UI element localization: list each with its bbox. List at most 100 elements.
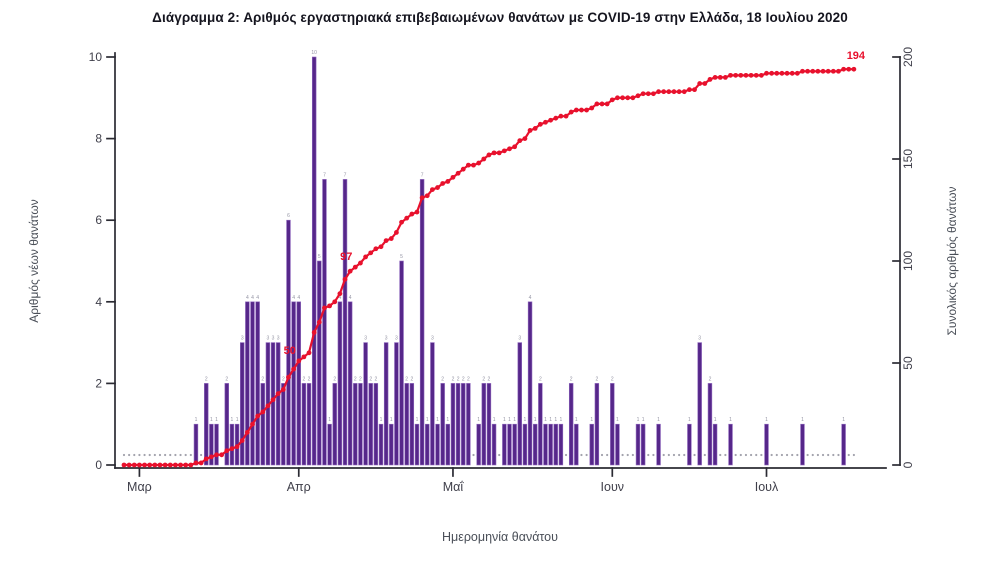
bar-value-label: 1	[765, 417, 768, 423]
bar-value-label: 2	[333, 376, 336, 382]
zero-marker	[770, 453, 773, 457]
cumulative-dot	[553, 115, 559, 121]
zero-marker	[600, 453, 604, 457]
cumulative-dot	[347, 268, 353, 274]
zero-marker	[169, 453, 172, 457]
cumulative-dot	[481, 156, 487, 162]
bar-value-label: 7	[421, 172, 424, 178]
bar-value-label: 3	[241, 336, 244, 342]
left-tick-label: 10	[89, 50, 103, 64]
cumulative-dot	[651, 91, 656, 97]
bar-value-label: 1	[714, 417, 717, 423]
cumulative-dot	[142, 462, 147, 468]
bar-value-label: 4	[251, 295, 254, 301]
deaths-bar	[224, 383, 229, 466]
cumulative-dot	[522, 136, 528, 142]
cumulative-dot	[707, 77, 713, 82]
zero-marker	[133, 453, 136, 457]
cumulative-dot	[322, 305, 327, 311]
cumulative-dot	[625, 95, 631, 101]
bar-value-label: 3	[267, 336, 270, 342]
bar-value-label: 1	[390, 417, 393, 423]
deaths-bar	[193, 423, 199, 466]
cumulative-dot	[543, 119, 548, 125]
cumulative-dot	[173, 462, 178, 468]
cumulative-dot	[229, 446, 235, 452]
cumulative-dot	[568, 109, 574, 115]
zero-marker	[158, 453, 162, 457]
bar-value-label: 5	[318, 254, 321, 260]
cumulative-dot	[501, 148, 507, 154]
bar-value-label: 3	[272, 336, 275, 342]
cumulative-dot	[815, 68, 821, 74]
zero-marker	[647, 453, 650, 457]
cumulative-dot	[681, 89, 687, 95]
deaths-bar	[327, 423, 332, 466]
cumulative-dot	[265, 403, 271, 409]
zero-marker	[847, 453, 850, 457]
cumulative-dot	[260, 409, 266, 415]
bar-value-label: 1	[426, 417, 429, 423]
zero-marker	[128, 453, 131, 457]
deaths-bar	[337, 301, 343, 466]
deaths-bar	[332, 383, 337, 466]
cumulative-dot	[712, 75, 718, 80]
zero-marker	[785, 453, 789, 457]
deaths-bar	[841, 423, 846, 466]
cumulative-dot	[239, 438, 245, 443]
cumulative-dot	[167, 462, 173, 468]
deaths-bar	[214, 423, 219, 466]
left-tick-label: 0	[95, 458, 102, 472]
cumulative-dot	[368, 250, 374, 256]
cumulative-dot	[687, 87, 692, 93]
cumulative-dot	[409, 211, 415, 217]
cumulative-dot	[460, 166, 466, 172]
right-tick-label: 0	[901, 461, 915, 468]
bar-value-label: 2	[308, 376, 311, 382]
deaths-bar	[281, 383, 286, 466]
deaths-bar	[270, 342, 276, 466]
deaths-bar	[378, 423, 384, 466]
milestone-label-97: 97	[340, 251, 352, 263]
bar-value-label: 1	[210, 417, 213, 423]
deaths-bar	[610, 383, 615, 466]
left-tick-label: 6	[95, 213, 102, 227]
deaths-bar	[394, 342, 399, 466]
cumulative-dot	[604, 101, 610, 107]
zero-marker	[498, 453, 501, 457]
zero-marker	[837, 453, 840, 457]
bar-value-label: 1	[842, 417, 845, 423]
daily-deaths-bars	[193, 56, 846, 466]
bar-value-label: 1	[477, 417, 480, 423]
cumulative-dot	[286, 374, 291, 380]
bar-value-label: 2	[457, 376, 460, 382]
cumulative-dot	[764, 70, 769, 76]
deaths-bar	[301, 383, 307, 466]
month-label: Ιουλ	[755, 480, 779, 494]
cumulative-dot	[841, 66, 846, 72]
month-label: Μαρ	[127, 480, 152, 494]
cumulative-dot	[311, 330, 317, 335]
cumulative-dot	[594, 101, 600, 107]
cumulative-dot	[722, 75, 728, 80]
cumulative-dot	[234, 444, 240, 450]
bar-value-label: 3	[364, 336, 367, 342]
bar-value-label: 2	[611, 376, 614, 382]
cumulative-dot	[589, 105, 595, 111]
bar-value-label: 1	[616, 417, 619, 423]
deaths-bar	[707, 383, 713, 466]
deaths-bar	[728, 423, 733, 466]
deaths-bar	[353, 383, 358, 466]
zero-marker	[184, 453, 187, 457]
bar-value-label: 2	[303, 376, 306, 382]
deaths-bar	[306, 383, 312, 466]
cumulative-dot	[383, 238, 389, 244]
cumulative-dot	[491, 150, 497, 156]
cumulative-dot	[537, 121, 543, 127]
zero-marker	[739, 453, 742, 457]
deaths-bar	[425, 423, 430, 466]
deaths-bar	[466, 383, 471, 466]
cumulative-dot	[758, 72, 764, 78]
cumulative-dot	[224, 448, 230, 454]
cumulative-dot	[337, 291, 343, 297]
